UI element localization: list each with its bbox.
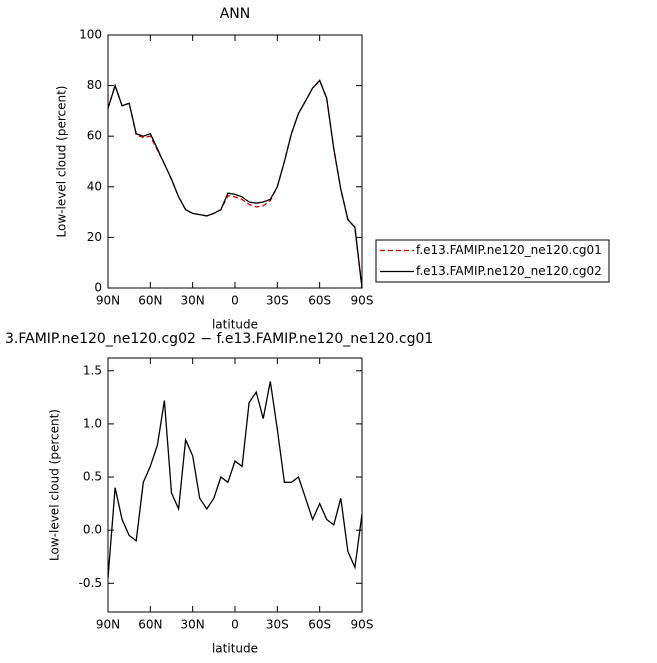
x-tick-label: 60S — [308, 294, 331, 308]
x-tick-label: 0 — [231, 294, 239, 308]
legend-label: f.e13.FAMIP.ne120_ne120.cg02 — [416, 264, 602, 278]
x-tick-label: 60S — [308, 618, 331, 632]
x-tick-label: 90S — [351, 618, 374, 632]
data-line — [107, 381, 363, 579]
y-tick-label: 1.5 — [83, 363, 102, 377]
x-tick-label: 60N — [138, 618, 162, 632]
x-tick-label: 30S — [266, 294, 289, 308]
y-tick-label: 100 — [79, 28, 102, 42]
y-tick-label: 0 — [94, 281, 102, 295]
x-tick-label: 90N — [96, 294, 120, 308]
data-line — [107, 79, 363, 289]
y-tick-label: 20 — [87, 230, 102, 244]
legend-label: f.e13.FAMIP.ne120_ne120.cg01 — [416, 243, 602, 257]
y-tick-label: 0.0 — [83, 523, 102, 537]
y-axis-label: Low-level cloud (percent) — [55, 86, 69, 238]
chart-title: 3.FAMIP.ne120_ne120.cg02 − f.e13.FAMIP.n… — [5, 331, 433, 347]
chart-title: ANN — [220, 6, 251, 22]
data-line — [107, 79, 363, 289]
x-tick-label: 30S — [266, 618, 289, 632]
x-tick-label: 90N — [96, 618, 120, 632]
y-tick-label: 60 — [87, 129, 102, 143]
x-tick-label: 0 — [231, 618, 239, 632]
x-tick-label: 60N — [138, 294, 162, 308]
x-axis-label: latitude — [212, 318, 258, 332]
legend-box — [375, 239, 610, 283]
plot-frame — [107, 34, 363, 289]
x-tick-label: 30N — [181, 294, 205, 308]
y-tick-label: 0.5 — [83, 470, 102, 484]
y-tick-label: 1.0 — [83, 416, 102, 430]
x-axis-label: latitude — [212, 642, 258, 656]
x-tick-label: 90S — [351, 294, 374, 308]
x-tick-label: 30N — [181, 618, 205, 632]
y-axis-label: Low-level cloud (percent) — [48, 409, 62, 561]
y-tick-label: 40 — [87, 179, 102, 193]
y-tick-label: -0.5 — [79, 576, 102, 590]
plot-frame — [107, 357, 363, 613]
y-tick-label: 80 — [87, 78, 102, 92]
